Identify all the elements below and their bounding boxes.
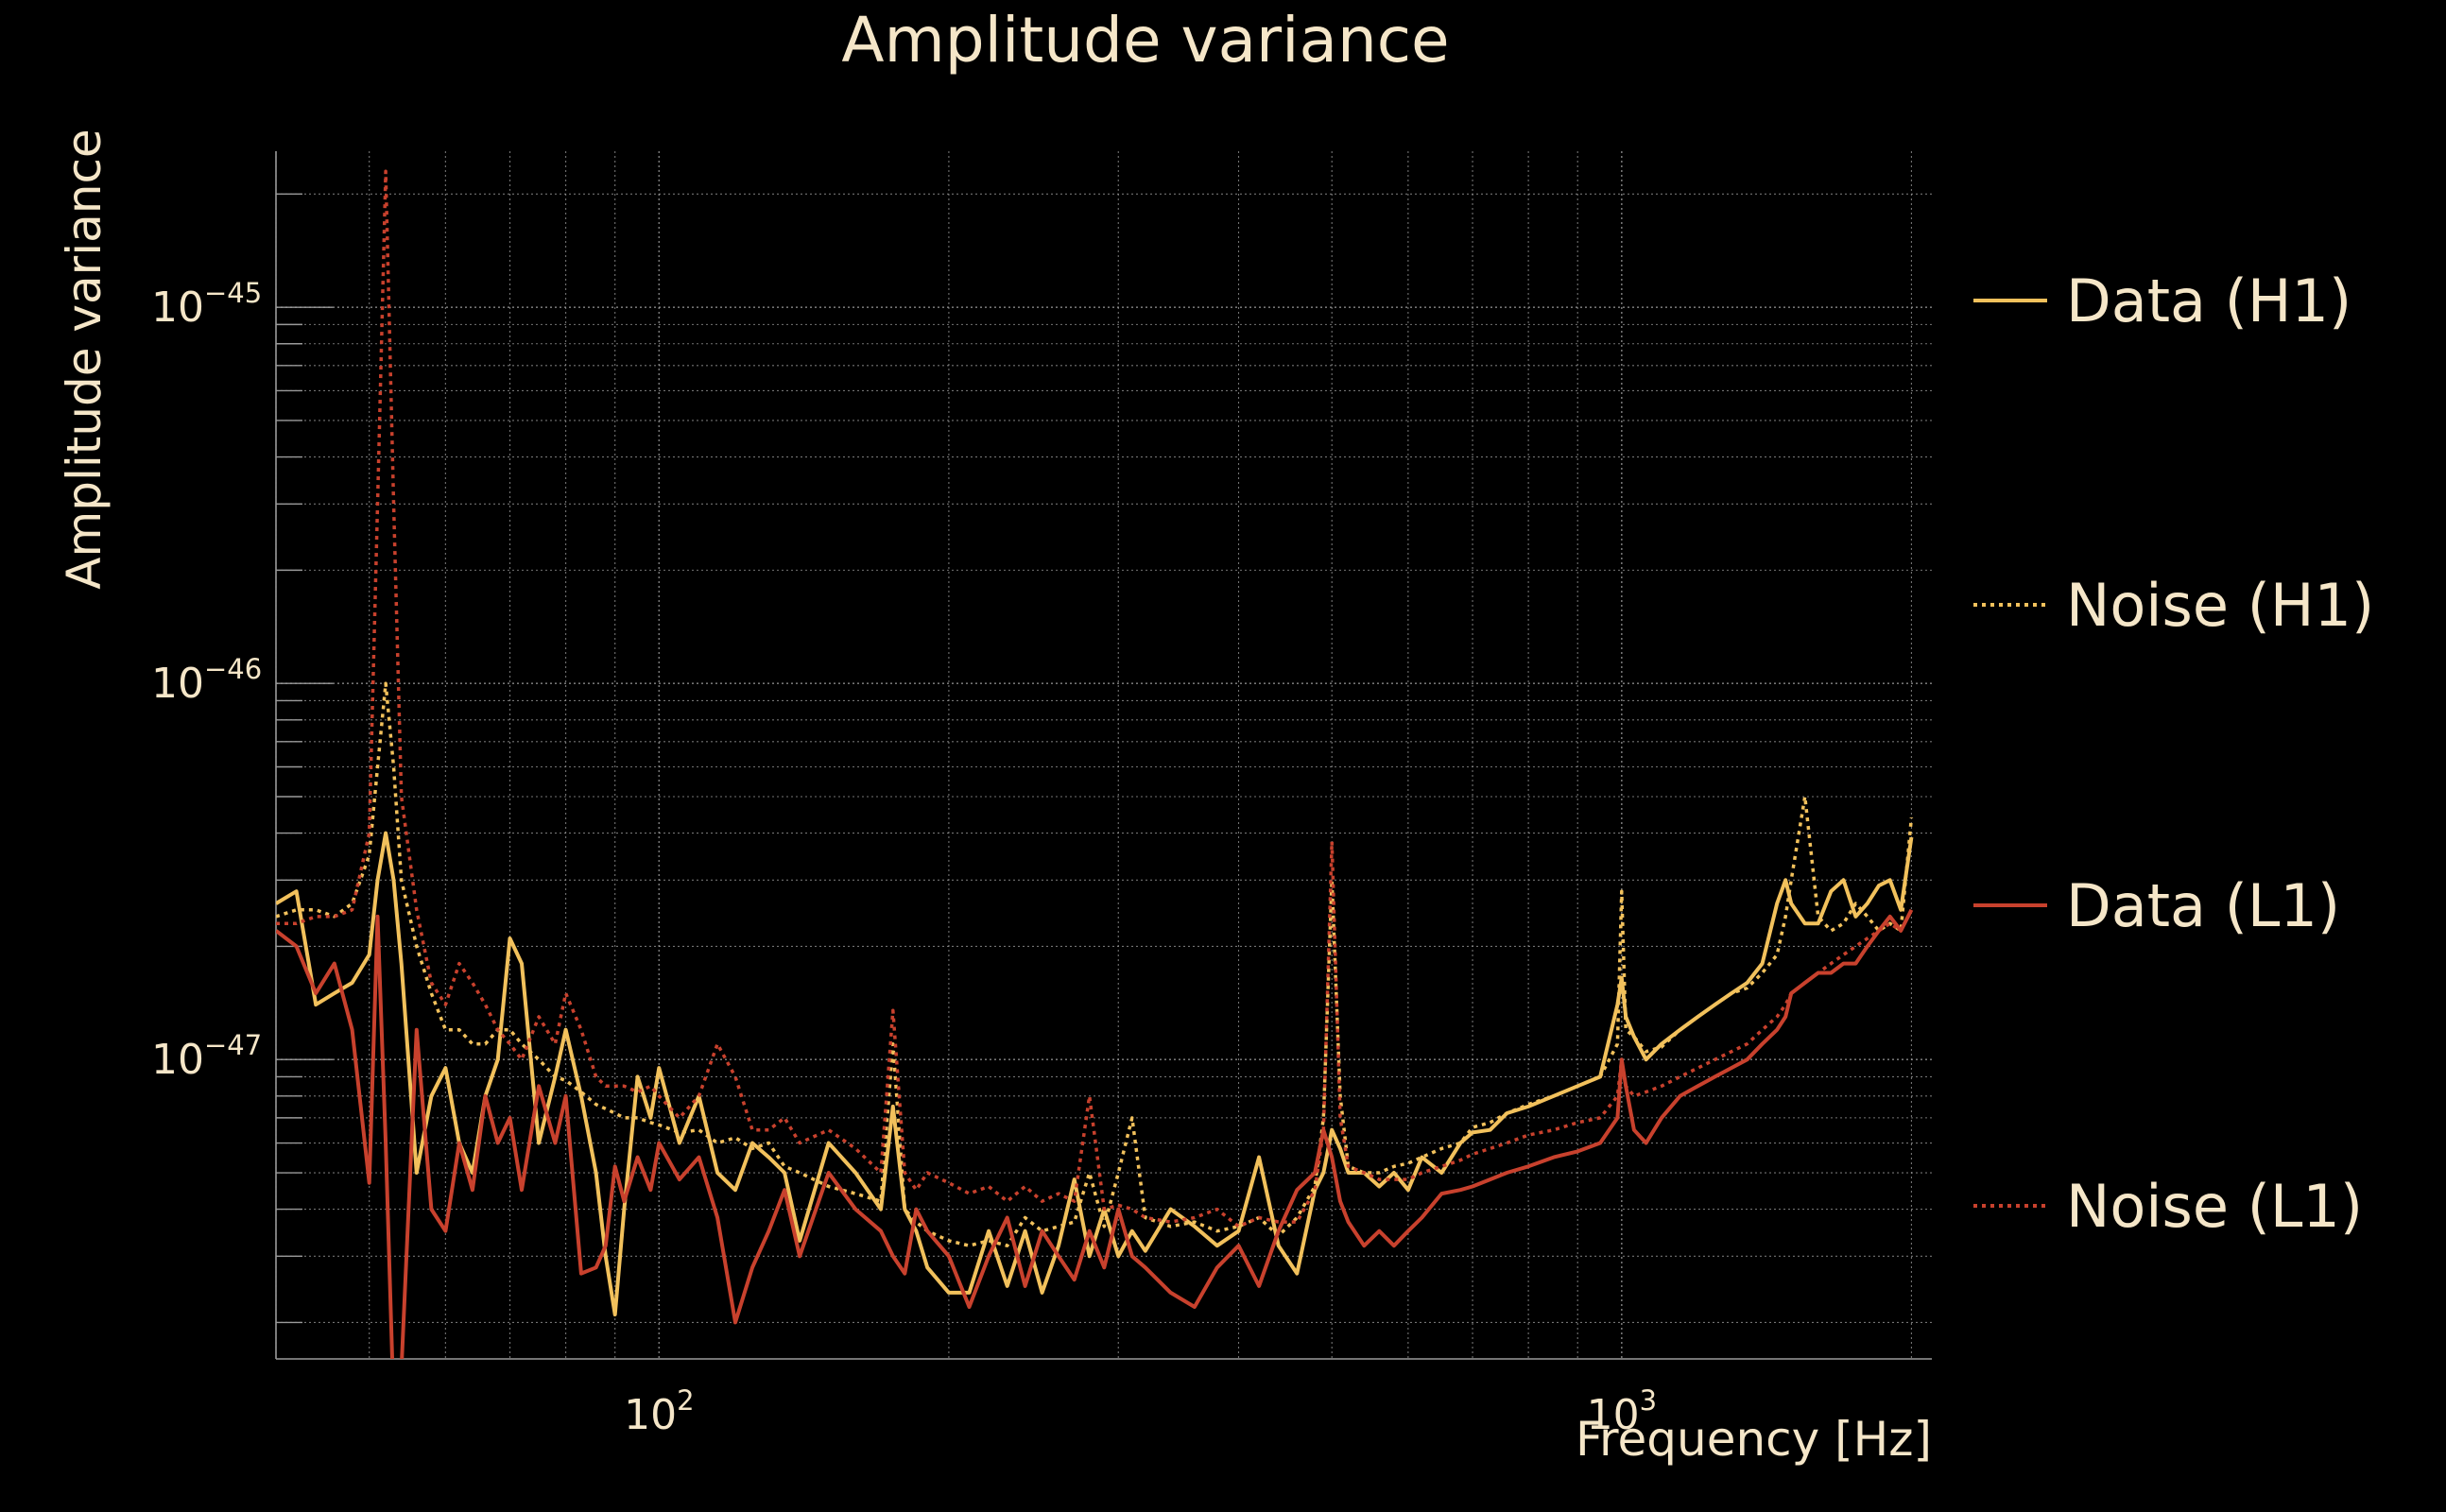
series-line-data-l1 [276, 908, 1914, 1359]
series-line-noise-h1 [276, 681, 1914, 1247]
y-tick-label: 10−47 [151, 1029, 262, 1084]
legend: Data (H1) Noise (H1) Data (L1) Noise (L1) [1973, 266, 2374, 1241]
y-tick-label: 10−46 [151, 653, 262, 708]
axes [275, 151, 1932, 1360]
chart-title: Amplitude variance [841, 4, 1449, 77]
x-axis-label: Frequency [Hz] [1576, 1412, 1932, 1467]
legend-label: Data (L1) [2066, 871, 2340, 940]
series-line-noise-l1 [276, 169, 1913, 1228]
legend-label: Noise (L1) [2066, 1172, 2363, 1241]
tick-labels: 102 103 10−45 10−46 10−47 [151, 277, 1657, 1439]
series-lines [276, 169, 1914, 1359]
legend-label: Noise (H1) [2066, 571, 2374, 640]
x-tick-label: 103 [1587, 1384, 1657, 1439]
x-tick-label: 102 [624, 1384, 694, 1439]
y-tick-label: 10−45 [151, 277, 262, 332]
legend-label: Data (H1) [2066, 266, 2351, 335]
y-axis-label: Amplitude variance [57, 129, 112, 589]
